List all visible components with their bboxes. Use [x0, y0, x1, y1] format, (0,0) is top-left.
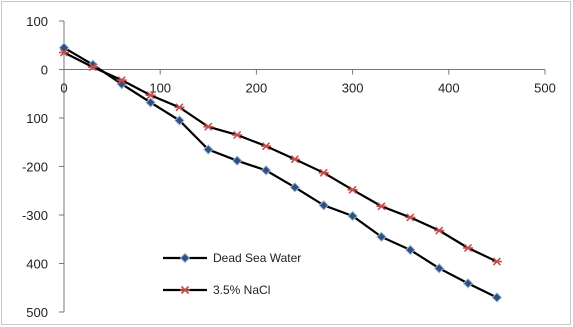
y-tick-label: -200 [22, 160, 48, 175]
data-point [87, 63, 98, 72]
data-point [59, 48, 69, 57]
series-line-0 [63, 46, 498, 299]
x-tick-label: 400 [438, 81, 460, 96]
data-point [145, 91, 156, 100]
data-point [260, 165, 272, 176]
data-point [261, 142, 272, 151]
data-point [491, 257, 502, 266]
data-point [232, 130, 243, 140]
data-point [203, 122, 214, 131]
x-tick-label: 0 [60, 81, 67, 96]
data-point [347, 185, 358, 194]
data-point [347, 210, 358, 222]
data-point [433, 263, 445, 274]
data-point [318, 200, 329, 211]
data-point [289, 182, 301, 193]
axes: 100 0 100 -200 -300 400 500 0 100 200 300 400 500 [22, 14, 556, 320]
data-point [463, 243, 474, 253]
x-tick-label: 500 [534, 81, 556, 96]
data-point [58, 42, 70, 53]
data-point [318, 168, 329, 177]
data-point [231, 155, 243, 166]
y-tick-label: 0 [41, 63, 48, 78]
data-point [405, 213, 416, 222]
data-point [405, 244, 416, 256]
legend: Dead Sea Water 3.5% NaCl [163, 251, 301, 297]
y-tick-label: 500 [26, 305, 48, 320]
data-point [462, 278, 474, 289]
data-point [491, 292, 503, 303]
series-layer [58, 42, 503, 303]
data-point [289, 155, 300, 164]
legend-label: Dead Sea Water [213, 251, 301, 265]
data-point [376, 231, 387, 243]
y-tick-label: 400 [26, 257, 48, 272]
data-point [174, 103, 185, 112]
y-tick-label: 100 [26, 111, 48, 126]
x-tick-label: 100 [149, 81, 171, 96]
data-point [434, 226, 445, 235]
legend-marker [179, 252, 191, 264]
legend-label: 3.5% NaCl [213, 283, 270, 297]
data-point [376, 202, 387, 211]
data-point [203, 144, 214, 155]
legend-marker [180, 285, 190, 295]
y-tick-label: 100 [26, 14, 48, 29]
data-point [145, 97, 156, 108]
data-point [174, 115, 185, 126]
data-point [116, 76, 127, 85]
series-line-1 [63, 51, 498, 263]
x-tick-label: 300 [342, 81, 364, 96]
x-tick-label: 200 [246, 81, 268, 96]
y-tick-label: -300 [22, 208, 48, 223]
